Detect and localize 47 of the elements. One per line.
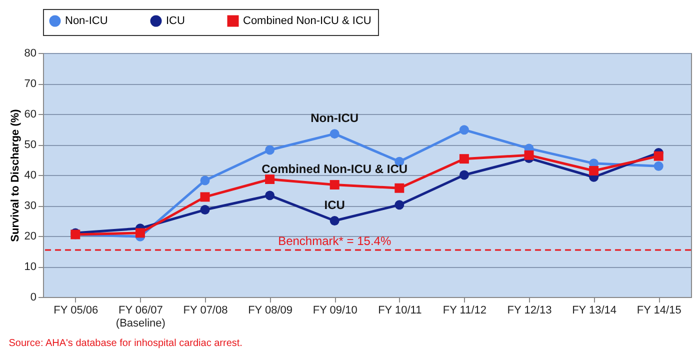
point	[589, 166, 599, 176]
point	[200, 205, 210, 215]
y-tick-label: 50	[24, 139, 36, 151]
text: Non-ICU	[310, 110, 359, 125]
point	[200, 192, 210, 202]
point	[459, 125, 469, 135]
point	[330, 216, 340, 226]
x-tick-label: FY 13/14	[572, 304, 617, 316]
ref-line-label: Benchmark* = 15.4%	[278, 234, 392, 248]
x-tick-label: FY 07/08	[183, 304, 228, 316]
x-tick-label: FY 10/11	[378, 304, 422, 316]
y-tick-label: 80	[24, 48, 36, 60]
y-tick-label: 10	[24, 261, 36, 273]
x-tick-label: FY 12/13	[507, 304, 552, 316]
legend-label: Combined Non-ICU & ICU	[243, 15, 372, 27]
point	[135, 228, 145, 238]
source-note: Source: AHA's database for inhospital cardiac arrest.	[8, 338, 242, 349]
point	[654, 151, 664, 161]
x-tick-label: FY 14/15	[636, 304, 682, 316]
point	[654, 161, 664, 171]
text: Combined Non-ICU & ICU	[262, 162, 408, 176]
point	[265, 190, 275, 200]
y-tick-label: 60	[24, 108, 36, 120]
point	[265, 145, 275, 155]
x-tick-label: FY 05/06	[54, 304, 98, 316]
x-tick-label: FY 09/10	[312, 304, 358, 316]
point	[330, 129, 340, 139]
point	[394, 183, 404, 193]
point	[524, 150, 534, 160]
x-tick-label: FY 06/07 (Baseline)	[116, 304, 166, 330]
x-tick-label: FY 08/09	[248, 304, 293, 316]
legend-label: Non-ICU	[65, 15, 108, 27]
y-tick-label: 70	[24, 78, 36, 90]
point	[330, 180, 340, 190]
y-tick-label: 40	[24, 170, 36, 182]
point	[459, 154, 469, 164]
y-tick-label: 30	[24, 200, 36, 212]
point	[459, 170, 469, 180]
x-tick-label: FY 11/12	[442, 304, 487, 316]
point	[265, 174, 275, 184]
point	[394, 200, 404, 210]
point	[200, 176, 210, 186]
text: ICU	[324, 198, 345, 212]
legend-label: ICU	[166, 15, 185, 27]
y-tick-label: 20	[24, 230, 36, 242]
y-axis-title: Survival to Discharge (%)	[9, 108, 22, 242]
y-tick-label: 0	[30, 292, 36, 304]
